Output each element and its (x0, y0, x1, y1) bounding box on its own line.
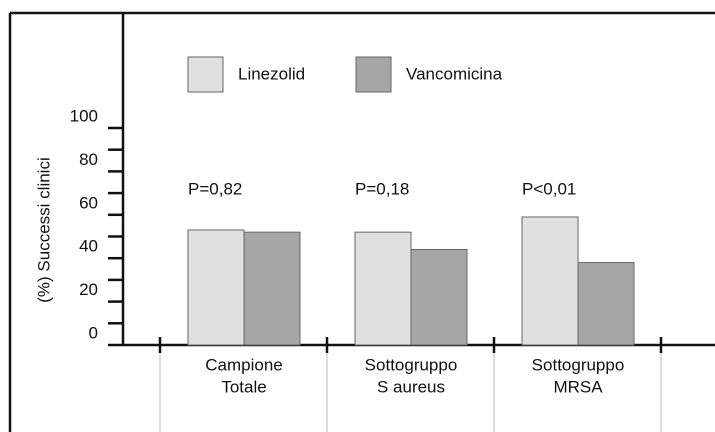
bar (243, 231, 301, 346)
bar (410, 249, 468, 346)
annotation: P=0,82 (188, 179, 242, 198)
x-tick-label: Campione (205, 355, 283, 374)
bar (354, 231, 412, 346)
x-tick-label: S aureus (377, 377, 445, 396)
y-axis-label: (%) Successi clinici (34, 157, 53, 302)
annotation: P=0,18 (355, 179, 409, 198)
legend-label: Vancomicina (406, 64, 503, 83)
legend-swatch (355, 56, 392, 93)
legend-swatch (187, 56, 224, 93)
legend-label: Linezolid (238, 64, 305, 83)
bar (521, 216, 579, 346)
x-tick-label: Sottogruppo (532, 355, 625, 374)
y-tick-label: 80 (79, 150, 98, 169)
bar (577, 262, 635, 346)
x-tick-label: Sottogruppo (365, 355, 458, 374)
y-tick-label: 100 (70, 106, 98, 125)
x-tick-label: MRSA (553, 377, 603, 396)
x-tick-label: Totale (221, 377, 266, 396)
y-tick-label: 60 (79, 193, 98, 212)
y-tick-label: 20 (79, 280, 98, 299)
annotation: P<0,01 (522, 179, 576, 198)
y-tick-label: 40 (79, 237, 98, 256)
y-tick-label: 0 (89, 323, 98, 342)
bar (187, 229, 245, 346)
